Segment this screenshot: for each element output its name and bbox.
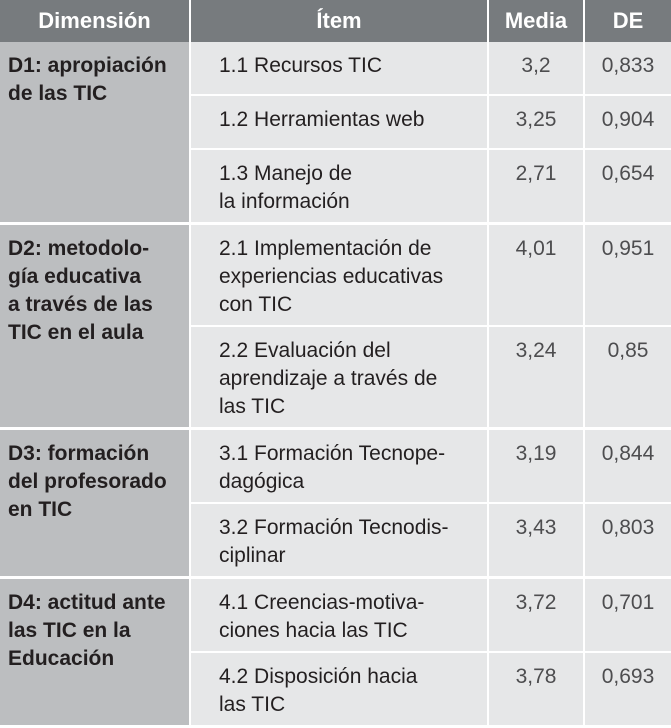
table-row: 1.2 Herramientas web 3,25 0,904	[0, 95, 671, 150]
table-row: D4: actitud ante las TIC en la Educación…	[0, 577, 671, 728]
header-dimension: Dimensión	[0, 0, 191, 42]
sd-cell: 0,701	[584, 577, 671, 653]
header-row: Dimensión Ítem Media DE	[0, 0, 671, 42]
header-mean: Media	[488, 0, 585, 42]
item-cell: 3.1 Formación Tecnope- dagógica	[190, 428, 489, 504]
dimension-cell-d3: D3: formación del profesorado en TIC	[0, 428, 191, 579]
table-row: 1.3 Manejo de la información 2,71 0,654	[0, 149, 671, 225]
item-cell: 4.2 Disposición hacia las TIC	[190, 652, 489, 727]
sd-cell: 0,803	[584, 503, 671, 579]
mean-cell: 3,43	[488, 503, 585, 579]
table-row: 3.2 Formación Tecnodis- ciplinar 3,43 0,…	[0, 503, 671, 579]
header-sd: DE	[584, 0, 671, 42]
item-cell: 2.1 Implementación de experiencias educa…	[190, 223, 489, 327]
sd-cell: 0,833	[584, 42, 671, 96]
mean-cell: 3,25	[488, 95, 585, 150]
item-cell: 1.3 Manejo de la información	[190, 149, 489, 225]
sd-cell: 0,85	[584, 326, 671, 430]
dimension-cell-d2: D2: metodolo- gía educativa a través de …	[0, 223, 191, 430]
mean-cell: 3,2	[488, 42, 585, 96]
sd-cell: 0,951	[584, 223, 671, 327]
mean-cell: 3,19	[488, 428, 585, 504]
table-row: D3: formación del profesorado en TIC 3.1…	[0, 428, 671, 579]
mean-cell: 3,78	[488, 652, 585, 727]
item-cell: 3.2 Formación Tecnodis- ciplinar	[190, 503, 489, 579]
mean-cell: 3,72	[488, 577, 585, 653]
mean-cell: 4,01	[488, 223, 585, 327]
sd-cell: 0,904	[584, 95, 671, 150]
item-cell: 2.2 Evaluación del aprendizaje a través …	[190, 326, 489, 430]
table-row: D2: metodolo- gía educativa a través de …	[0, 223, 671, 430]
header-item: Ítem	[190, 0, 489, 42]
sd-cell: 0,844	[584, 428, 671, 504]
item-cell: 1.2 Herramientas web	[190, 95, 489, 150]
item-cell: 4.1 Creencias-motiva- ciones hacia las T…	[190, 577, 489, 653]
mean-cell: 3,24	[488, 326, 585, 430]
sd-cell: 0,693	[584, 652, 671, 727]
table-row: 2.2 Evaluación del aprendizaje a través …	[0, 326, 671, 430]
table-row: D1: apropiación de las TIC 1.1 Recursos …	[0, 42, 671, 225]
dimension-cell-d4: D4: actitud ante las TIC en la Educación	[0, 577, 191, 728]
sd-cell: 0,654	[584, 149, 671, 225]
dimension-cell-d1: D1: apropiación de las TIC	[0, 42, 191, 225]
item-cell: 1.1 Recursos TIC	[190, 42, 489, 96]
mean-cell: 2,71	[488, 149, 585, 225]
